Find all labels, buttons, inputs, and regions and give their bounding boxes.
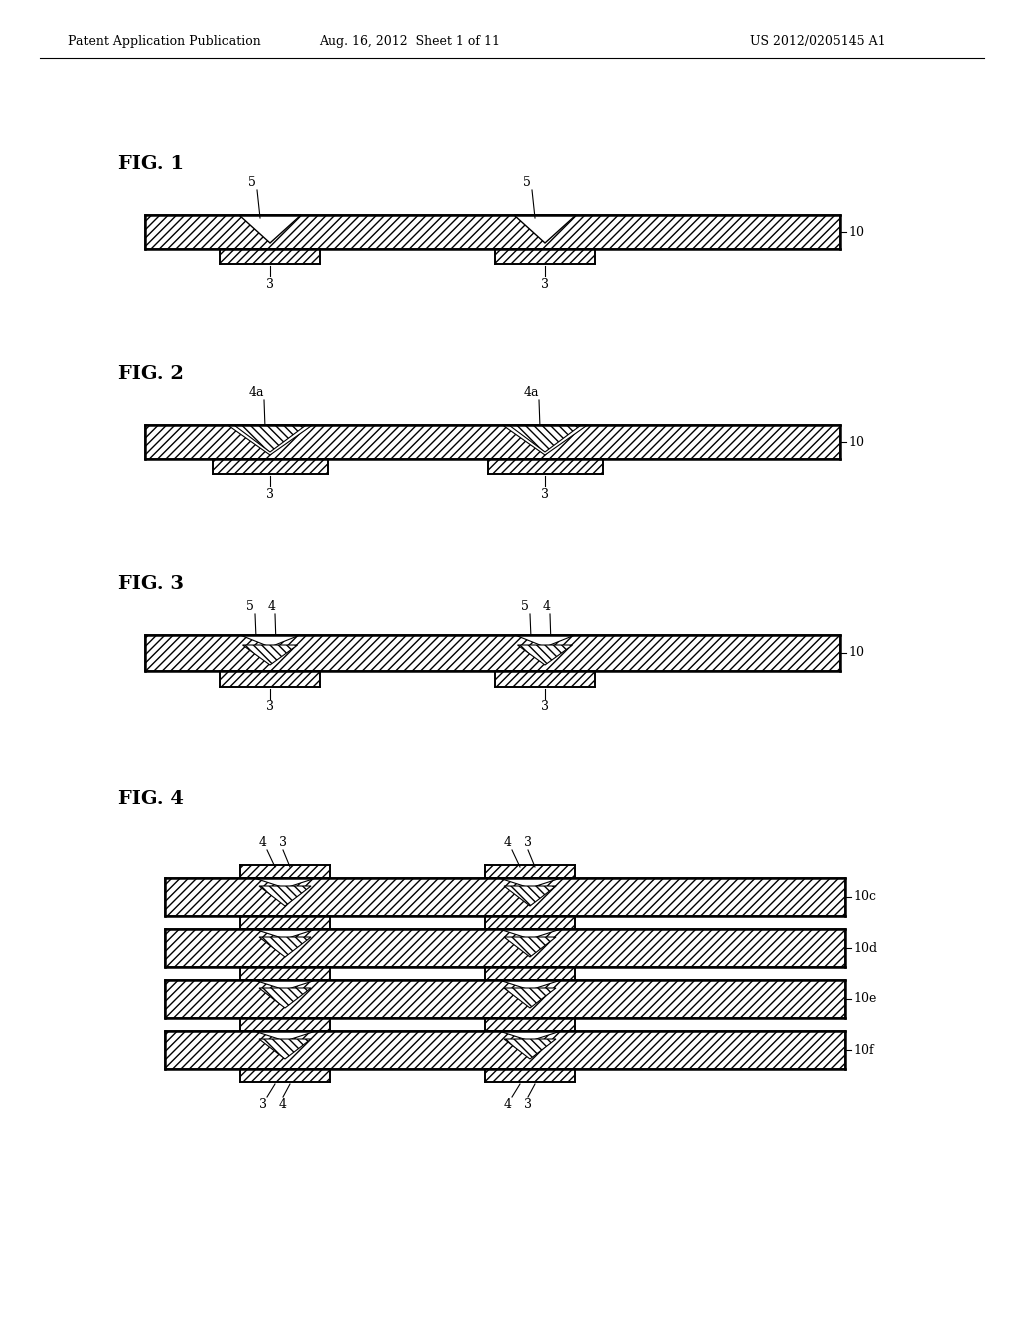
Text: 10: 10: [848, 436, 864, 449]
Text: 4: 4: [259, 837, 267, 850]
Polygon shape: [227, 425, 312, 455]
Bar: [220, 671, 319, 686]
Polygon shape: [503, 425, 588, 455]
Bar: [240, 1069, 330, 1082]
Bar: [145, 425, 840, 459]
Text: 3: 3: [524, 1097, 532, 1110]
Bar: [165, 979, 845, 1018]
Bar: [240, 916, 330, 929]
Text: 3: 3: [279, 837, 287, 850]
Text: 4: 4: [504, 837, 512, 850]
Polygon shape: [259, 937, 311, 957]
Bar: [240, 865, 330, 878]
Bar: [495, 249, 595, 264]
Bar: [240, 968, 330, 979]
Polygon shape: [259, 1039, 311, 1059]
Text: 4a: 4a: [523, 387, 539, 400]
Text: 10e: 10e: [853, 993, 877, 1006]
Text: 4: 4: [279, 1097, 287, 1110]
Text: 3: 3: [266, 487, 274, 500]
Bar: [165, 878, 845, 916]
Polygon shape: [499, 979, 561, 990]
Polygon shape: [504, 987, 556, 1008]
Polygon shape: [514, 215, 575, 243]
Bar: [485, 865, 575, 878]
Text: FIG. 1: FIG. 1: [118, 154, 184, 173]
Text: 3: 3: [541, 487, 549, 500]
Text: 3: 3: [266, 277, 274, 290]
Bar: [220, 249, 319, 264]
Text: 5: 5: [248, 177, 256, 190]
Text: US 2012/0205145 A1: US 2012/0205145 A1: [750, 36, 886, 49]
Text: 4: 4: [504, 1097, 512, 1110]
Bar: [145, 635, 840, 671]
Polygon shape: [504, 937, 556, 957]
Text: FIG. 3: FIG. 3: [118, 576, 184, 593]
Text: FIG. 2: FIG. 2: [118, 366, 184, 383]
Text: 10f: 10f: [853, 1044, 873, 1056]
Polygon shape: [240, 635, 300, 647]
Bar: [485, 968, 575, 979]
Polygon shape: [509, 425, 582, 451]
Text: 10: 10: [848, 647, 864, 660]
Text: 5: 5: [523, 177, 530, 190]
Polygon shape: [499, 878, 561, 888]
Text: 3: 3: [259, 1097, 267, 1110]
Text: 4: 4: [268, 601, 276, 614]
Text: 5: 5: [246, 601, 254, 614]
Text: Patent Application Publication: Patent Application Publication: [68, 36, 261, 49]
Bar: [485, 916, 575, 929]
Polygon shape: [254, 979, 316, 990]
Bar: [145, 215, 840, 249]
Polygon shape: [515, 635, 575, 647]
Text: 10: 10: [848, 226, 864, 239]
Bar: [165, 1031, 845, 1069]
Text: 3: 3: [524, 837, 532, 850]
Bar: [485, 1018, 575, 1031]
Polygon shape: [499, 1031, 561, 1041]
Bar: [165, 929, 845, 968]
Bar: [487, 459, 602, 474]
Text: 10d: 10d: [853, 941, 878, 954]
Polygon shape: [239, 215, 301, 243]
Polygon shape: [259, 987, 311, 1008]
Polygon shape: [504, 886, 556, 906]
Polygon shape: [499, 929, 561, 939]
Bar: [213, 459, 328, 474]
Polygon shape: [259, 886, 311, 906]
Text: 4a: 4a: [248, 387, 264, 400]
Polygon shape: [233, 425, 306, 451]
Text: 5: 5: [521, 601, 529, 614]
Text: 4: 4: [543, 601, 551, 614]
Polygon shape: [504, 1039, 556, 1059]
Polygon shape: [243, 645, 298, 665]
Polygon shape: [254, 1031, 316, 1041]
Polygon shape: [517, 645, 572, 665]
Bar: [495, 671, 595, 686]
Polygon shape: [254, 878, 316, 888]
Text: 3: 3: [541, 277, 549, 290]
Text: 3: 3: [266, 701, 274, 714]
Text: FIG. 4: FIG. 4: [118, 789, 184, 808]
Text: 3: 3: [541, 701, 549, 714]
Text: Aug. 16, 2012  Sheet 1 of 11: Aug. 16, 2012 Sheet 1 of 11: [319, 36, 501, 49]
Polygon shape: [254, 929, 316, 939]
Bar: [240, 1018, 330, 1031]
Text: 10c: 10c: [853, 891, 876, 903]
Bar: [485, 1069, 575, 1082]
